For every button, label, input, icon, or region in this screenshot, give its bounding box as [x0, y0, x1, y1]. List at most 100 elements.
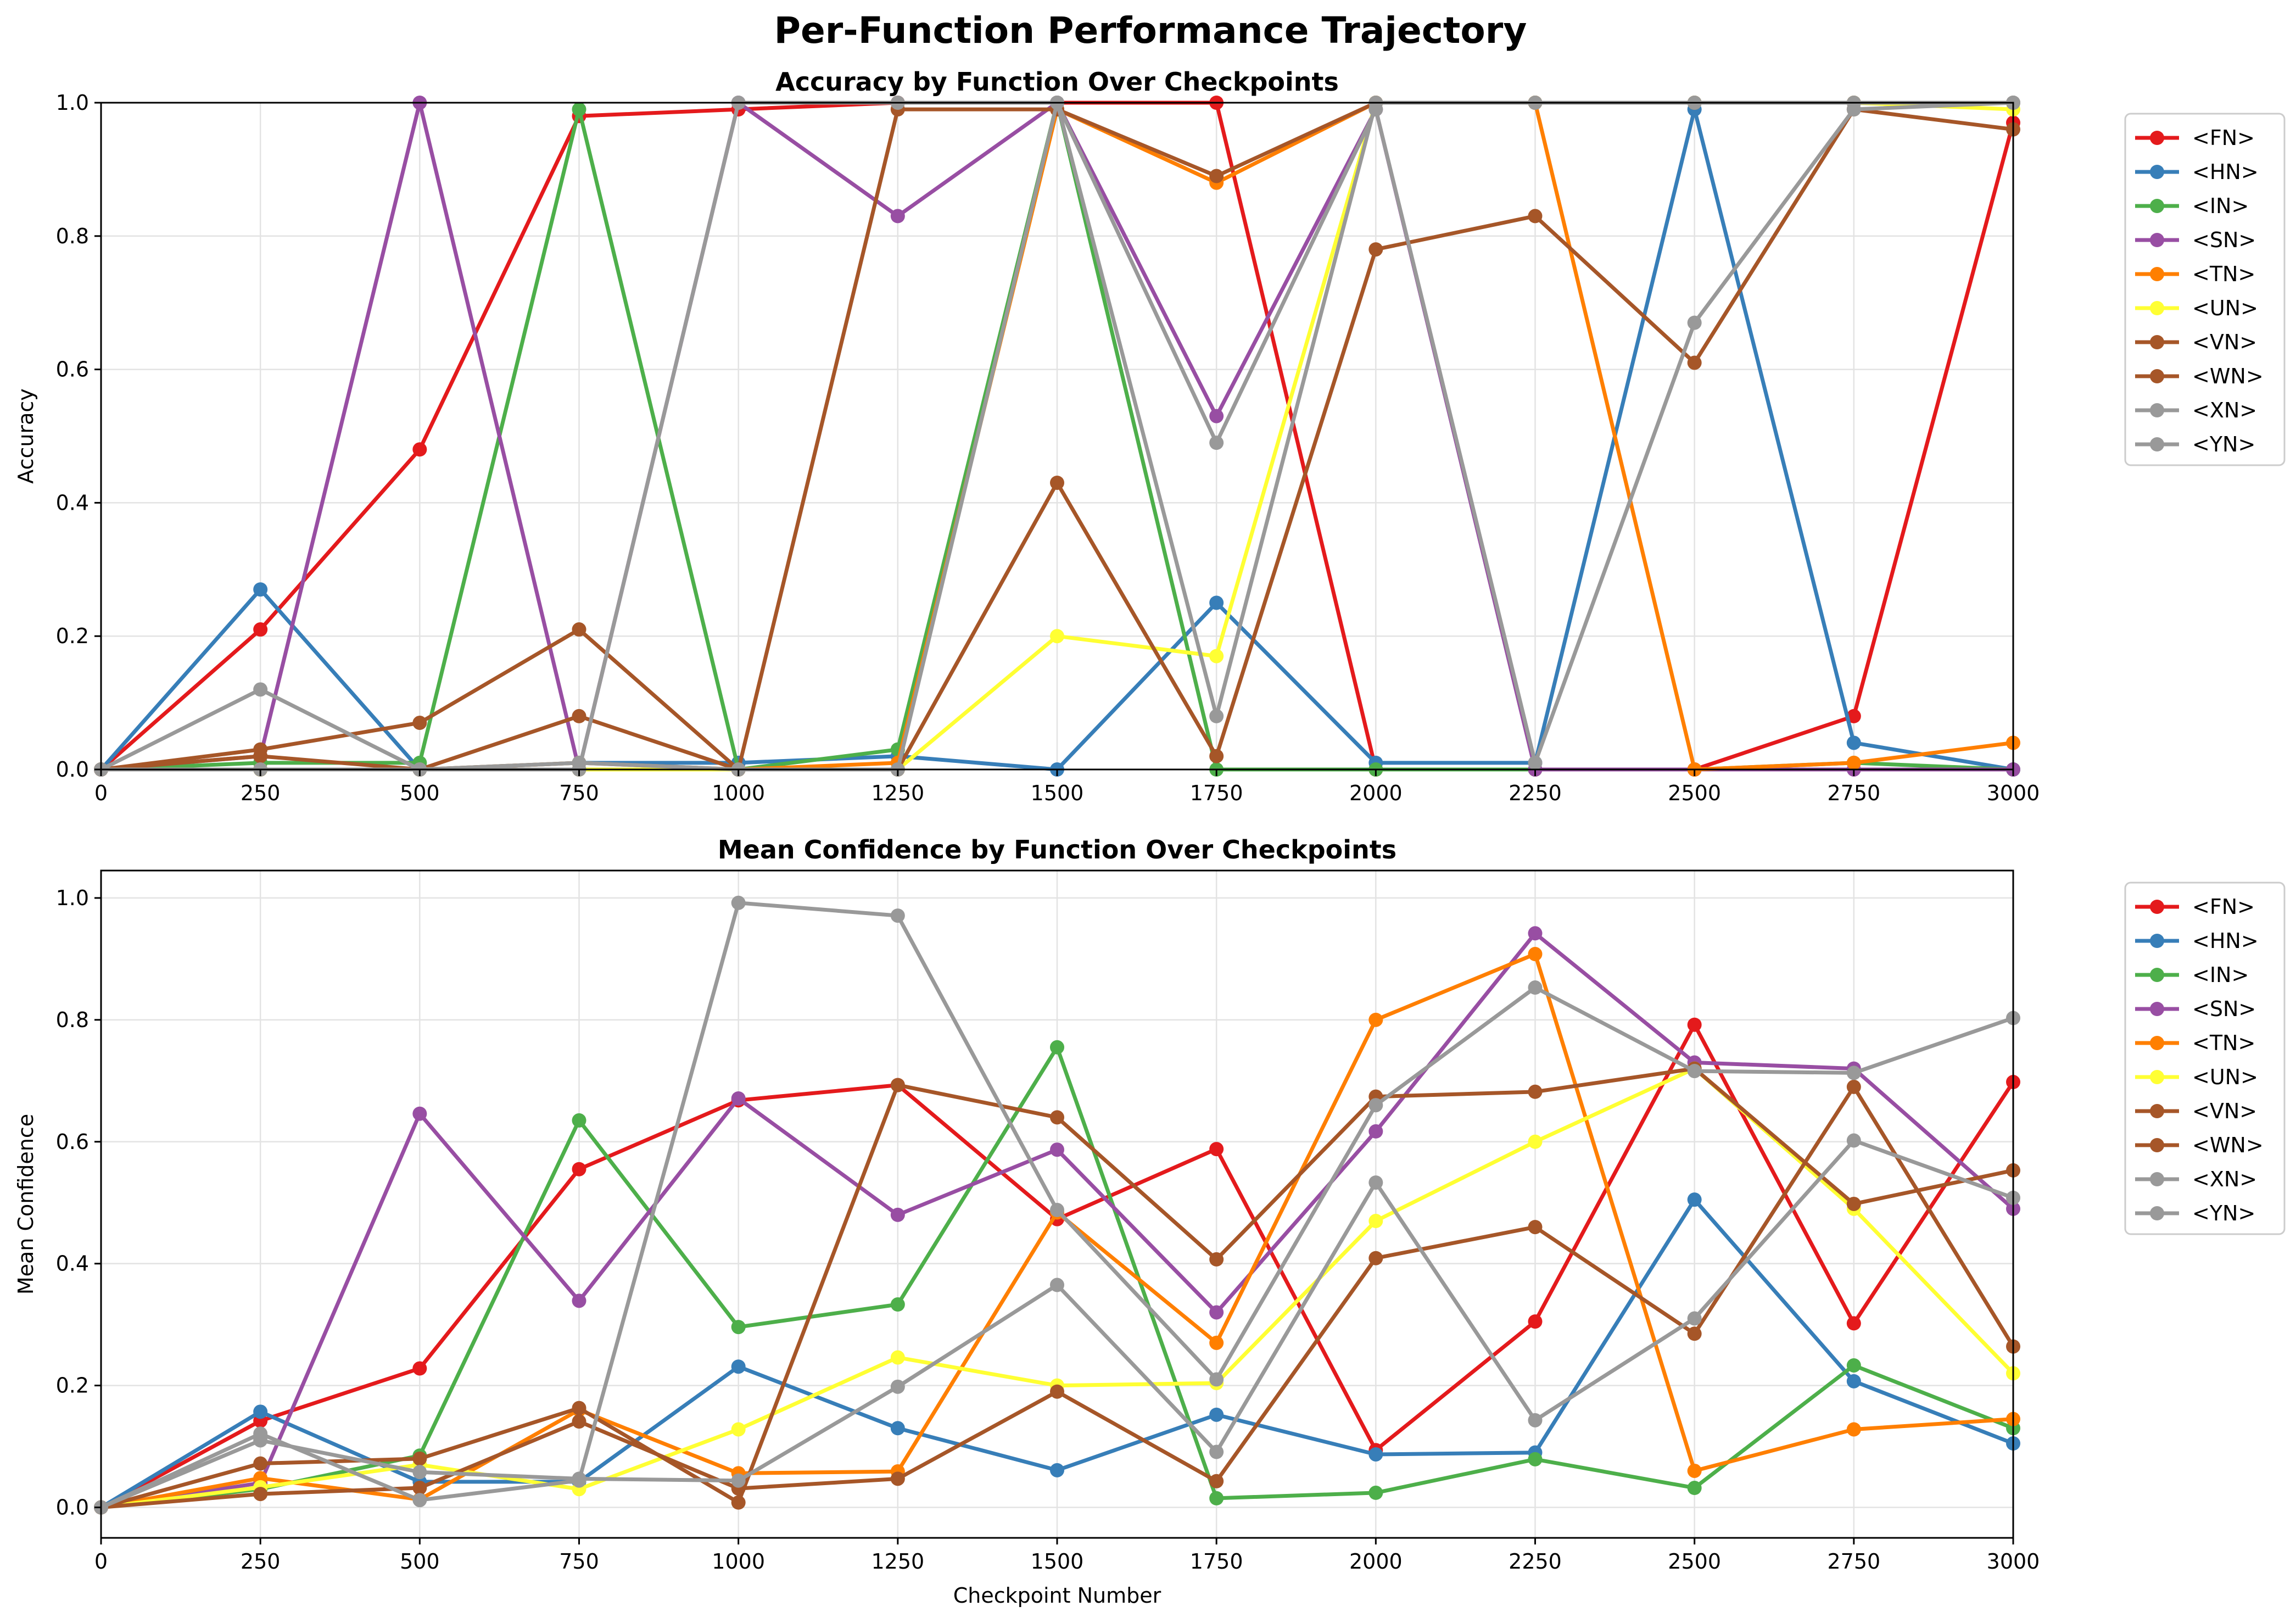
accuracy-series-fn-point	[412, 442, 427, 457]
confidence-series-xn-point	[1368, 1098, 1383, 1113]
accuracy-y-tick-label: 1.0	[56, 91, 89, 115]
confidence-legend-marker-fn	[2150, 900, 2164, 914]
accuracy-series-un-point	[1209, 649, 1224, 663]
confidence-series-wn-point	[731, 1495, 746, 1510]
accuracy-legend-marker-sn	[2150, 233, 2164, 247]
accuracy-x-tick-label: 500	[400, 781, 440, 805]
accuracy-series-sn-point	[1209, 409, 1224, 423]
confidence-legend-label-wn: <WN>	[2192, 1133, 2264, 1157]
accuracy-legend-label-un: <UN>	[2192, 296, 2258, 320]
confidence-series-sn-point	[572, 1293, 586, 1308]
confidence-series-vn-point	[1528, 1220, 1543, 1235]
confidence-series-sn-point	[1050, 1142, 1064, 1157]
accuracy-series-sn-point	[890, 209, 905, 224]
confidence-y-tick-label: 0.0	[56, 1496, 89, 1520]
confidence-x-tick-label: 250	[241, 1549, 281, 1574]
accuracy-legend-marker-in	[2150, 199, 2164, 213]
confidence-legend-label-sn: <SN>	[2192, 997, 2256, 1021]
accuracy-series-wn-point	[253, 742, 268, 757]
accuracy-series-hn-point	[253, 582, 268, 597]
confidence-series-xn-point	[1050, 1203, 1064, 1218]
accuracy-legend-label-tn: <TN>	[2192, 262, 2255, 286]
confidence-y-tick-label: 0.8	[56, 1008, 89, 1032]
confidence-series-in-point	[1209, 1491, 1224, 1505]
accuracy-x-tick-label: 1250	[871, 781, 924, 805]
confidence-series-in-point	[1368, 1485, 1383, 1500]
confidence-series-wn-point	[890, 1078, 905, 1092]
confidence-x-axis-label: Checkpoint Number	[953, 1583, 1161, 1608]
accuracy-y-tick-label: 0.4	[56, 490, 89, 515]
confidence-legend-label-yn: <YN>	[2192, 1201, 2255, 1225]
accuracy-series-in-point	[572, 102, 586, 117]
accuracy-y-tick-label: 0.0	[56, 757, 89, 782]
confidence-legend-label-fn: <FN>	[2192, 895, 2255, 919]
accuracy-x-tick-label: 750	[559, 781, 599, 805]
accuracy-series-un-point	[1050, 629, 1064, 644]
accuracy-series-yn-point	[1687, 315, 1702, 330]
accuracy-series-vn-point	[1209, 749, 1224, 763]
accuracy-legend-label-sn: <SN>	[2192, 228, 2256, 252]
confidence-chart-panel: 0 250 500 750 1000 1250 1500 1750 2000 2250 2500 27…	[14, 835, 2286, 1608]
confidence-series-wn-point	[572, 1401, 586, 1415]
confidence-series-in-point	[1050, 1040, 1064, 1055]
confidence-y-tick-label: 1.0	[56, 886, 89, 910]
confidence-y-tick-label: 0.6	[56, 1130, 89, 1154]
confidence-series-sn-point	[1528, 926, 1543, 941]
confidence-x-tick-label: 750	[559, 1549, 599, 1574]
confidence-series-vn-point	[412, 1481, 427, 1496]
confidence-series-in-point	[731, 1320, 746, 1335]
confidence-series-fn-point	[572, 1162, 586, 1176]
accuracy-legend-label-in: <IN>	[2192, 194, 2249, 218]
confidence-series-tn-point	[1209, 1335, 1224, 1350]
confidence-series-hn-point	[731, 1359, 746, 1374]
confidence-legend-label-xn: <XN>	[2192, 1167, 2257, 1191]
accuracy-series-vn-point	[1687, 355, 1702, 370]
confidence-series-in-point	[1687, 1481, 1702, 1496]
accuracy-legend-marker-yn	[2150, 437, 2164, 451]
confidence-series-wn-point	[253, 1456, 268, 1471]
confidence-x-tick-label: 1750	[1190, 1549, 1243, 1574]
confidence-series-yn-point	[890, 1379, 905, 1394]
confidence-series-xn-point	[1846, 1066, 1861, 1080]
confidence-series-wn-point	[1209, 1252, 1224, 1267]
accuracy-x-tick-label: 1500	[1031, 781, 1084, 805]
confidence-series-sn-point	[1368, 1124, 1383, 1139]
accuracy-legend: <FN> <HN> <IN> <SN> <TN> <UN> <VN> <WN> <XN> <YN>	[2124, 113, 2286, 466]
confidence-series-wn-point	[1528, 1084, 1543, 1099]
confidence-series-xn-point	[890, 908, 905, 923]
confidence-series-un-point	[890, 1350, 905, 1365]
confidence-x-tick-label: 3000	[1987, 1549, 2040, 1574]
accuracy-legend-marker-un	[2150, 301, 2164, 315]
confidence-legend-label-un: <UN>	[2192, 1065, 2258, 1089]
accuracy-legend-marker-tn	[2150, 267, 2164, 281]
accuracy-y-tick-label: 0.8	[56, 224, 89, 248]
accuracy-x-tick-label: 2250	[1509, 781, 1562, 805]
confidence-series-vn-point	[253, 1487, 268, 1502]
accuracy-series-vn-point	[1368, 242, 1383, 257]
accuracy-x-tick-label: 1750	[1190, 781, 1243, 805]
confidence-legend-label-vn: <VN>	[2192, 1099, 2257, 1123]
confidence-legend-marker-un	[2150, 1070, 2164, 1084]
accuracy-series-fn-point	[253, 622, 268, 637]
accuracy-x-tick-label: 250	[241, 781, 281, 805]
confidence-legend-marker-in	[2150, 968, 2164, 982]
confidence-legend-marker-wn	[2150, 1138, 2164, 1152]
confidence-series-tn-point	[1846, 1422, 1861, 1437]
confidence-series-sn-point	[412, 1106, 427, 1121]
accuracy-series-wn-point	[1209, 169, 1224, 183]
accuracy-chart-title: Accuracy by Function Over Checkpoints	[775, 67, 1339, 97]
confidence-series-yn-point	[1687, 1311, 1702, 1326]
accuracy-series-yn-point	[572, 755, 586, 770]
confidence-x-tick-label: 2750	[1827, 1549, 1880, 1574]
confidence-series-hn-point	[890, 1421, 905, 1436]
confidence-series-vn-point	[572, 1414, 586, 1429]
accuracy-series-hn-point	[1209, 595, 1224, 610]
accuracy-series-yn-point	[1368, 102, 1383, 117]
confidence-series-yn-point	[1368, 1175, 1383, 1190]
confidence-series-xn-point	[412, 1493, 427, 1508]
confidence-series-fn-point	[1846, 1316, 1861, 1331]
confidence-x-tick-label: 2000	[1349, 1549, 1403, 1574]
confidence-legend: <FN> <HN> <IN> <SN> <TN> <UN> <VN> <WN> <XN> <YN>	[2124, 882, 2286, 1235]
confidence-series-in-point	[890, 1297, 905, 1312]
